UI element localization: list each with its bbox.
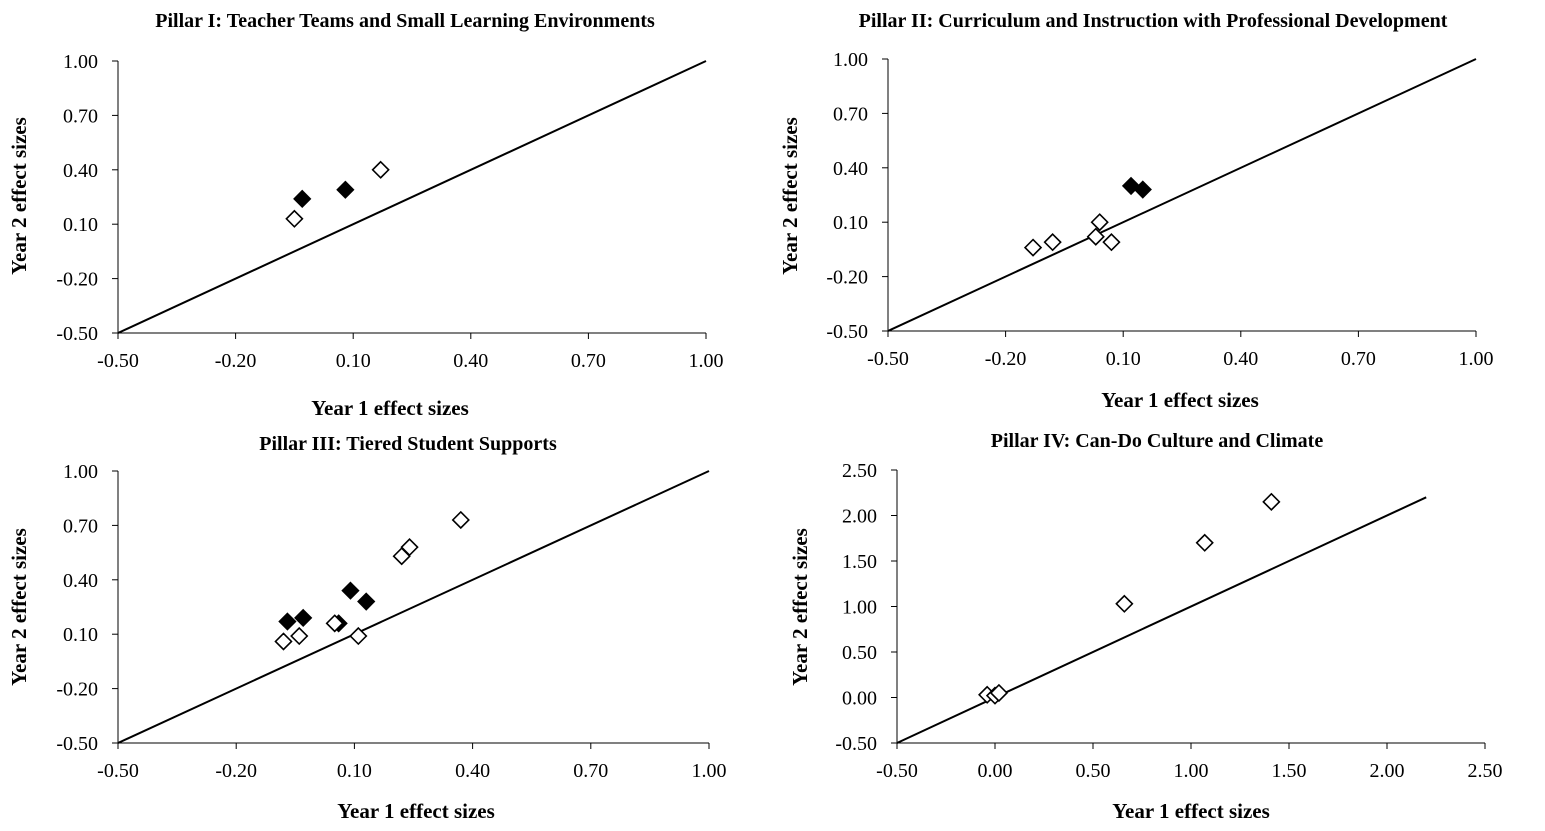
- y-tick-label: 0.70: [63, 515, 98, 537]
- y-tick-label: 1.00: [842, 597, 877, 619]
- open-diamond-point: [1086, 227, 1105, 246]
- x-tick-label: -0.20: [215, 350, 257, 372]
- x-axis-label: Year 1 effect sizes: [1112, 799, 1270, 823]
- x-tick-label: 0.70: [573, 760, 608, 782]
- y-axis-label: Year 2 effect sizes: [7, 528, 31, 686]
- y-tick-label: 0.70: [833, 103, 868, 125]
- filled-diamond-point: [293, 189, 312, 208]
- y-tick-label: -0.50: [835, 733, 877, 755]
- x-tick-label: 2.50: [1468, 760, 1503, 782]
- x-tick-label: 0.10: [336, 350, 371, 372]
- y-tick-label: 0.10: [63, 214, 98, 236]
- y-tick-label: 0.40: [833, 158, 868, 180]
- chart-title: Pillar IV: Can-Do Culture and Climate: [991, 430, 1324, 452]
- open-diamond-point: [371, 160, 390, 179]
- open-diamond-point: [1102, 233, 1121, 252]
- y-tick-label: 2.00: [842, 506, 877, 528]
- x-tick-label: 0.10: [1106, 348, 1141, 370]
- y-axis-label: Year 2 effect sizes: [778, 117, 802, 275]
- filled-diamond-point: [278, 612, 297, 631]
- open-diamond-point: [274, 632, 293, 651]
- y-axis-label: Year 2 effect sizes: [788, 528, 812, 686]
- chart-title: Pillar III: Tiered Student Supports: [259, 433, 557, 455]
- y-tick-label: -0.50: [56, 323, 98, 345]
- y-tick-label: 1.50: [842, 551, 877, 573]
- chart-panel-pillar-2: Pillar II: Curriculum and Instruction wi…: [778, 10, 1494, 412]
- chart-title: Pillar I: Teacher Teams and Small Learni…: [155, 10, 655, 32]
- x-tick-label: 0.40: [453, 350, 488, 372]
- x-tick-label: 0.00: [978, 760, 1013, 782]
- open-diamond-point: [451, 510, 470, 530]
- x-tick-label: 1.00: [1174, 760, 1209, 782]
- y-tick-label: 0.00: [842, 688, 877, 710]
- x-tick-label: 2.00: [1370, 760, 1405, 782]
- y-tick-label: 0.40: [63, 570, 98, 592]
- y-tick-label: 2.50: [842, 460, 877, 482]
- x-tick-label: 0.10: [337, 760, 372, 782]
- x-tick-label: -0.50: [97, 760, 139, 782]
- y-tick-label: 1.00: [63, 51, 98, 73]
- filled-diamond-point: [1133, 180, 1152, 199]
- filled-diamond-point: [357, 592, 376, 611]
- x-axis-label: Year 1 effect sizes: [1101, 388, 1259, 412]
- y-tick-label: -0.20: [56, 679, 98, 701]
- x-tick-label: 0.50: [1076, 760, 1111, 782]
- y-tick-label: 0.10: [63, 624, 98, 646]
- x-tick-label: 1.00: [1459, 348, 1494, 370]
- y-tick-label: 0.10: [833, 212, 868, 234]
- x-tick-label: -0.20: [985, 348, 1027, 370]
- open-diamond-point: [1262, 492, 1281, 511]
- y-tick-label: 0.40: [63, 160, 98, 182]
- filled-diamond-point: [294, 608, 313, 628]
- equality-reference-line: [117, 60, 707, 334]
- x-tick-label: 0.70: [1341, 348, 1376, 370]
- x-tick-label: 1.00: [689, 350, 724, 372]
- x-tick-label: 0.40: [1223, 348, 1258, 370]
- x-axis-label: Year 1 effect sizes: [337, 799, 495, 823]
- open-diamond-point: [1195, 533, 1214, 552]
- chart-panel-pillar-4: Pillar IV: Can-Do Culture and Climate Ye…: [788, 430, 1503, 823]
- open-diamond-point: [989, 683, 1009, 703]
- x-tick-label: 1.00: [692, 760, 727, 782]
- chart-panel-pillar-1: Pillar I: Teacher Teams and Small Learni…: [7, 10, 724, 420]
- open-diamond-point: [285, 209, 304, 228]
- filled-diamond-point: [336, 180, 355, 199]
- x-tick-label: -0.20: [215, 760, 257, 782]
- y-tick-label: -0.20: [56, 269, 98, 291]
- chart-title: Pillar II: Curriculum and Instruction wi…: [859, 10, 1448, 32]
- y-axis-label: Year 2 effect sizes: [7, 117, 31, 275]
- x-tick-label: 0.70: [571, 350, 606, 372]
- equality-reference-line: [117, 470, 710, 744]
- open-diamond-point: [1023, 238, 1043, 257]
- x-tick-label: 1.50: [1272, 760, 1307, 782]
- y-tick-label: 0.70: [63, 105, 98, 127]
- y-tick-label: -0.20: [826, 267, 868, 289]
- x-tick-label: -0.50: [876, 760, 918, 782]
- open-diamond-point: [349, 626, 368, 646]
- equality-reference-line: [896, 496, 1427, 744]
- open-diamond-point: [325, 614, 344, 633]
- y-tick-label: -0.50: [826, 321, 868, 343]
- open-diamond-point: [400, 538, 419, 557]
- y-tick-label: -0.50: [56, 733, 98, 755]
- filled-diamond-point: [341, 581, 360, 600]
- open-diamond-point: [290, 626, 309, 646]
- open-diamond-point: [1043, 233, 1062, 252]
- equality-reference-line: [887, 58, 1477, 332]
- chart-panel-pillar-3: Pillar III: Tiered Student Supports Year…: [7, 433, 727, 823]
- x-tick-label: -0.50: [97, 350, 139, 372]
- y-tick-label: 1.00: [833, 49, 868, 71]
- y-tick-label: 1.00: [63, 461, 98, 483]
- open-diamond-point: [1115, 594, 1134, 613]
- x-tick-label: -0.50: [867, 348, 909, 370]
- x-axis-label: Year 1 effect sizes: [311, 396, 469, 420]
- x-tick-label: 0.40: [455, 760, 490, 782]
- open-diamond-point: [1090, 213, 1109, 232]
- y-tick-label: 0.50: [842, 642, 877, 664]
